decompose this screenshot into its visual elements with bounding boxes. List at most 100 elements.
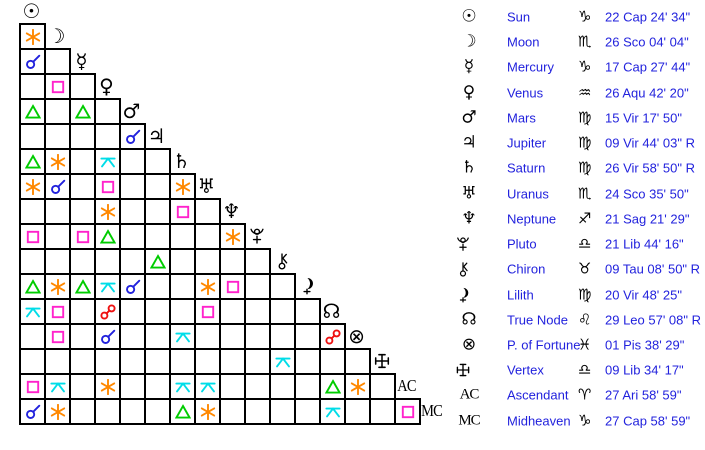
planet-row-vertex: Vertex ♎ 09 Lib 34' 17": [455, 357, 705, 382]
aspect-cell-midheaven-true-node: [319, 398, 344, 425]
aspect-cell-neptune-jupiter: [144, 198, 169, 223]
aspect-cell-uranus-sun: [19, 173, 44, 198]
aspect-cell-vertex-moon: [44, 348, 69, 373]
aspect-cell-true-node-moon: [44, 298, 69, 323]
zodiac-sign-icon: ♏: [578, 184, 592, 202]
aspect-cell-midheaven-mars: [119, 398, 144, 425]
aspect-cell-ascendant-neptune: [219, 373, 244, 398]
zodiac-sign-icon: ♍: [578, 285, 592, 303]
chiron-glyph: [269, 248, 294, 273]
aspect-cell-fortune-moon: [44, 323, 69, 348]
ascendant-glyph: AC: [397, 375, 416, 395]
planet-position: 24 Sco 35' 50": [605, 186, 689, 201]
planet-position: 29 Leo 57' 08" R: [605, 312, 702, 327]
opposition-icon: [99, 303, 116, 320]
aspect-cell-uranus-jupiter: [144, 173, 169, 198]
planet-position: 17 Cap 27' 44": [605, 59, 691, 74]
aspect-cell-midheaven-neptune: [219, 398, 244, 425]
aspect-cell-lilith-sun: [19, 273, 44, 298]
aspect-cell-ascendant-venus: [94, 373, 119, 398]
sextile-icon: [100, 378, 115, 395]
aspect-cell-ascendant-mars: [119, 373, 144, 398]
zodiac-sign-icon: ♍: [578, 158, 592, 176]
pluto-icon: [249, 228, 264, 244]
aspect-cell-vertex-jupiter: [144, 348, 169, 373]
planet-row-mercury: ☿ Mercury ♑ 17 Cap 27' 44": [455, 54, 705, 79]
aspect-cell-mars-mercury: [69, 98, 94, 123]
aspect-cell-neptune-saturn: [169, 198, 194, 223]
trine-icon: [324, 378, 341, 394]
mercury-glyph: ☿: [75, 48, 88, 73]
planet-row-saturn: ♄ Saturn ♍ 26 Vir 58' 50" R: [455, 155, 705, 180]
jupiter-icon: ♃: [461, 132, 477, 152]
sextile-icon: [200, 403, 215, 420]
aspect-cell-vertex-sun: [19, 348, 44, 373]
aspect-cell-chiron-mars: [119, 248, 144, 273]
aspect-cell-ascendant-saturn: [169, 373, 194, 398]
aspect-cell-vertex-mercury: [69, 348, 94, 373]
aspect-cell-uranus-saturn: [169, 173, 196, 198]
neptune-glyph: ♆: [222, 198, 241, 223]
conjunction-icon: [25, 404, 40, 419]
aspect-cell-ascendant-uranus: [194, 373, 219, 398]
square-icon: [26, 230, 39, 243]
aspect-cell-chiron-pluto: [244, 248, 271, 273]
zodiac-sign-icon: ♈: [578, 385, 592, 403]
square-icon: [51, 305, 64, 318]
aspect-cell-midheaven-vertex: [369, 398, 394, 425]
aspect-cell-true-node-neptune: [219, 298, 244, 323]
aspect-cell-jupiter-moon: [44, 123, 69, 148]
sextile-icon: [25, 178, 40, 195]
square-icon: [201, 305, 214, 318]
aspect-cell-chiron-uranus: [194, 248, 219, 273]
planet-name: Mercury: [507, 59, 554, 74]
aspect-cell-lilith-venus: [94, 273, 119, 298]
aspect-cell-pluto-mars: [119, 223, 144, 248]
aspect-cell-midheaven-saturn: [169, 398, 194, 425]
planet-table: ☉ Sun ♑ 22 Cap 24' 34" ☽ Moon ♏ 26 Sco 04' 04" ☿…: [455, 4, 705, 450]
planet-position: 22 Cap 24' 34": [605, 9, 691, 24]
aspect-cell-saturn-moon: [44, 148, 69, 173]
aspect-cell-lilith-chiron: [269, 273, 296, 298]
zodiac-sign-icon: ♍: [578, 133, 592, 151]
mercury-icon: ☿: [463, 56, 475, 76]
aspect-cell-mercury-sun: [19, 48, 44, 73]
planet-name: Vertex: [507, 362, 544, 377]
aspect-cell-midheaven-uranus: [194, 398, 219, 425]
aspect-cell-ascendant-pluto: [244, 373, 269, 398]
conjunction-icon: [125, 129, 140, 144]
planet-name: Chiron: [507, 261, 546, 276]
aspect-cell-true-node-uranus: [194, 298, 219, 323]
planet-row-jupiter: ♃ Jupiter ♍ 09 Vir 44' 03" R: [455, 130, 705, 155]
planet-position: 21 Lib 44' 16": [605, 236, 684, 251]
aspect-cell-fortune-chiron: [269, 323, 294, 348]
planet-row-moon: ☽ Moon ♏ 26 Sco 04' 04": [455, 29, 705, 54]
aspect-cell-lilith-mars: [119, 273, 144, 298]
aspect-cell-jupiter-mercury: [69, 123, 94, 148]
sextile-icon: [225, 228, 240, 245]
aspect-cell-neptune-venus: [94, 198, 119, 223]
sextile-icon: [25, 28, 40, 45]
aspect-cell-chiron-moon: [44, 248, 69, 273]
aspect-cell-jupiter-sun: [19, 123, 44, 148]
venus-icon: ♀: [462, 82, 476, 102]
neptune-icon: ♆: [461, 208, 477, 228]
aspect-cell-mercury-moon: [44, 48, 71, 73]
aspect-cell-chiron-saturn: [169, 248, 194, 273]
planet-row-sun: ☉ Sun ♑ 22 Cap 24' 34": [455, 4, 705, 29]
aspect-cell-midheaven-chiron: [269, 398, 294, 425]
zodiac-sign-icon: ♎: [578, 360, 592, 378]
saturn-icon: ♄: [461, 157, 477, 177]
mars-glyph: ♂: [122, 98, 141, 123]
planet-row-true-node: ☊ True Node ♌ 29 Leo 57' 08" R: [455, 307, 705, 332]
aspect-cell-jupiter-venus: [94, 123, 119, 148]
aspect-cell-true-node-mars: [119, 298, 144, 323]
aspect-cell-fortune-neptune: [219, 323, 244, 348]
venus-glyph: ♀: [99, 73, 114, 98]
aspect-cell-pluto-neptune: [219, 223, 246, 248]
pluto-glyph: [244, 223, 269, 248]
aspect-cell-fortune-jupiter: [144, 323, 169, 348]
aspect-cell-pluto-mercury: [69, 223, 94, 248]
trine-icon: [74, 278, 91, 294]
aspect-cell-ascendant-sun: [19, 373, 44, 398]
